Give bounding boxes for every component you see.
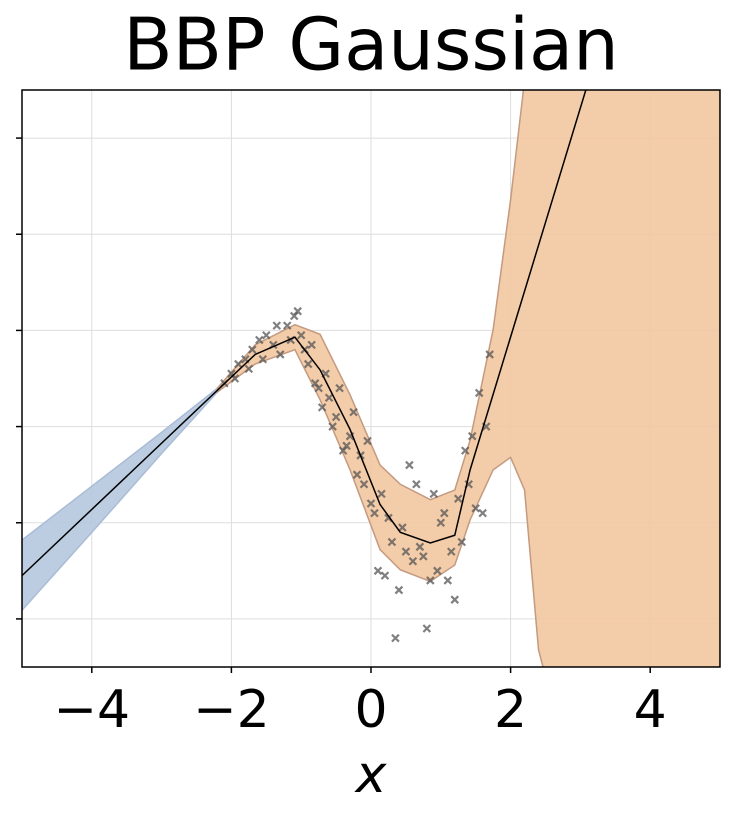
data-point	[296, 330, 306, 340]
data-point	[248, 345, 257, 354]
data-point	[282, 321, 292, 330]
x-axis-label: x	[354, 745, 388, 805]
data-point	[255, 335, 264, 345]
data-point	[401, 547, 411, 556]
data-point	[352, 470, 362, 479]
data-point	[408, 556, 418, 566]
data-point	[426, 576, 435, 585]
data-point	[324, 393, 334, 403]
data-point	[342, 441, 351, 451]
data-point	[370, 508, 379, 518]
data-point	[272, 321, 282, 330]
data-point	[460, 446, 470, 455]
data-point	[380, 571, 390, 580]
data-point	[317, 403, 327, 412]
chart-title: BBP Gaussian	[123, 3, 618, 87]
x-tick-label: 2	[494, 680, 527, 740]
data-point	[450, 595, 460, 604]
data-point	[258, 354, 268, 364]
data-point	[293, 306, 302, 316]
uncertainty-band	[22, 386, 219, 612]
data-point	[335, 383, 344, 393]
data-point	[485, 350, 494, 359]
data-point	[457, 537, 467, 547]
mean-line	[22, 90, 587, 577]
data-point	[467, 431, 477, 441]
data-point	[366, 499, 376, 508]
data-point	[412, 480, 421, 489]
data-point	[244, 364, 254, 374]
data-point	[328, 422, 337, 431]
data-point	[275, 350, 285, 359]
data-point	[377, 489, 386, 499]
data-point	[453, 494, 463, 503]
x-tick-label: −2	[193, 680, 270, 740]
data-point	[436, 518, 446, 528]
data-point	[331, 412, 341, 422]
data-point	[471, 504, 480, 513]
x-tick-label: −4	[53, 680, 130, 740]
data-point	[398, 523, 407, 532]
data-point	[446, 547, 456, 556]
data-point	[391, 633, 400, 643]
data-point	[349, 407, 358, 417]
data-point	[394, 585, 404, 595]
data-point	[303, 359, 313, 369]
data-point	[474, 388, 484, 398]
plot-area	[22, 90, 720, 667]
data-point	[422, 624, 432, 633]
x-tick-label: 4	[634, 680, 667, 740]
data-point	[307, 340, 316, 350]
data-point	[415, 542, 425, 552]
data-point	[433, 566, 442, 576]
data-point	[262, 330, 271, 340]
x-tick-label: 0	[354, 680, 387, 740]
data-point	[429, 489, 439, 499]
data-point	[373, 566, 383, 576]
data-point	[405, 460, 414, 470]
data-point	[363, 436, 372, 446]
data-point	[478, 508, 487, 518]
data-point	[387, 537, 397, 547]
uncertainty-band	[216, 90, 720, 667]
data-point	[314, 383, 323, 393]
data-point	[419, 552, 428, 561]
data-point	[234, 359, 243, 369]
data-point	[359, 480, 369, 489]
data-point	[443, 576, 453, 585]
data-point	[440, 508, 449, 518]
